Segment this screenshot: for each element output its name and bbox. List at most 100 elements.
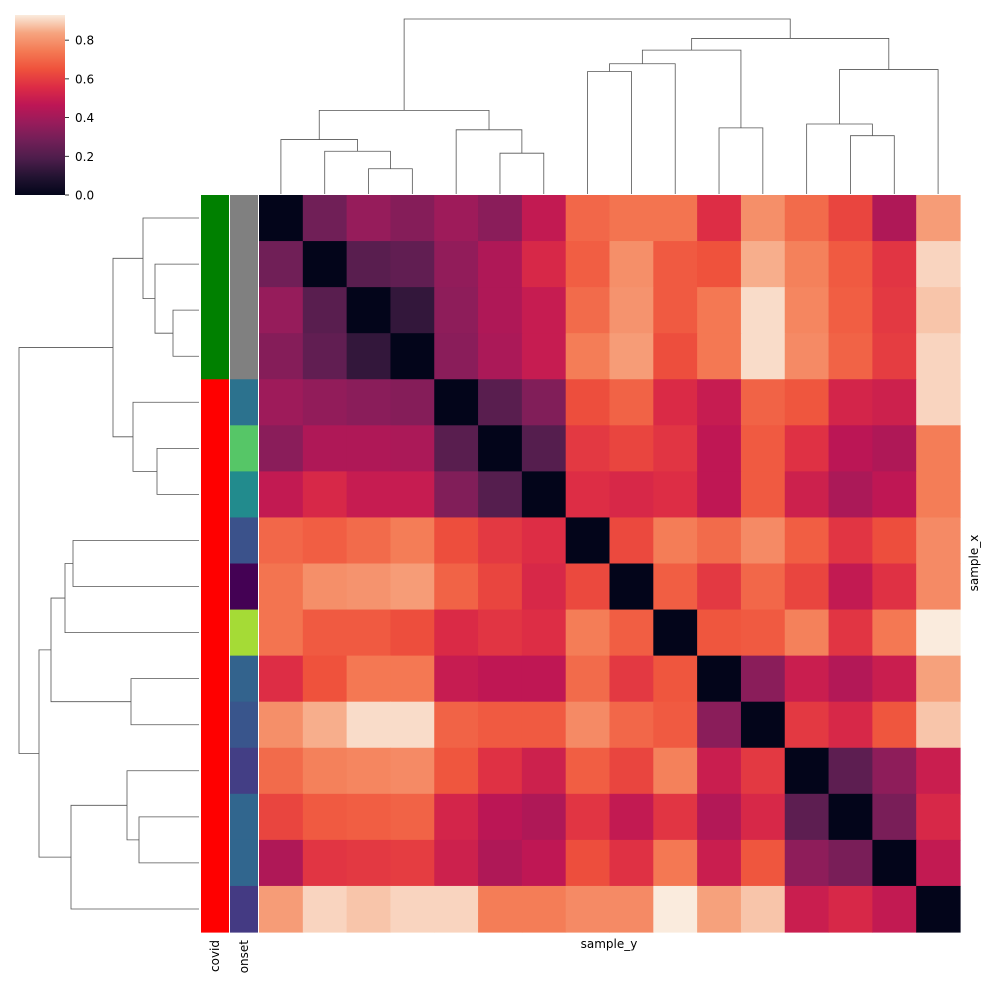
heatmap-cell-5-6 xyxy=(521,425,567,472)
heatmap-cell-5-10 xyxy=(697,425,742,472)
heatmap-cell-1-11 xyxy=(740,241,786,288)
column-dendrogram-link-14 xyxy=(691,38,890,70)
heatmap-cell-0-1 xyxy=(302,195,348,242)
heatmap-cell-3-3 xyxy=(390,333,435,380)
heatmap-grid xyxy=(259,195,961,933)
heatmap-cell-10-3 xyxy=(390,655,435,703)
heatmap-cell-14-6 xyxy=(521,839,567,887)
heatmap-cell-2-3 xyxy=(390,287,435,334)
heatmap-cell-15-2 xyxy=(346,885,392,933)
heatmap-cell-8-8 xyxy=(609,563,654,611)
heatmap-cell-6-13 xyxy=(828,471,873,519)
heatmap-cell-4-11 xyxy=(740,379,786,426)
heatmap-cell-2-2 xyxy=(346,287,392,334)
onset-color-cell-10 xyxy=(230,655,258,703)
row-dendrogram-link-9 xyxy=(130,678,199,726)
heatmap-cell-8-1 xyxy=(302,563,348,611)
column-dendrogram-link-6 xyxy=(318,109,490,140)
heatmap-cell-13-7 xyxy=(565,793,611,841)
heatmap-cell-3-0 xyxy=(259,333,304,380)
heatmap-cell-10-2 xyxy=(346,655,392,703)
row-dendrogram-link-6 xyxy=(112,257,143,438)
heatmap-cell-5-9 xyxy=(653,425,698,472)
colorbar-tick-label-1: 0.2 xyxy=(75,150,94,164)
heatmap-cell-3-11 xyxy=(740,333,786,380)
y-axis-label: sample_x xyxy=(967,535,981,592)
heatmap-cell-13-8 xyxy=(609,793,654,841)
heatmap-cell-1-3 xyxy=(390,241,435,288)
covid-label: covid xyxy=(208,940,222,972)
heatmap-cell-8-5 xyxy=(478,563,523,611)
heatmap-cell-4-9 xyxy=(653,379,698,426)
heatmap-cell-12-5 xyxy=(478,747,523,795)
heatmap-cell-8-0 xyxy=(259,563,304,611)
heatmap-cell-7-8 xyxy=(609,517,654,565)
heatmap-cell-14-10 xyxy=(697,839,742,887)
heatmap-cell-11-8 xyxy=(609,701,654,749)
heatmap-cell-7-0 xyxy=(259,517,304,565)
heatmap-cell-7-11 xyxy=(740,517,786,565)
heatmap-cell-7-15 xyxy=(916,517,961,565)
onset-color-cell-0 xyxy=(230,195,258,242)
heatmap-cell-8-3 xyxy=(390,563,435,611)
heatmap-cell-0-12 xyxy=(784,195,830,242)
heatmap-cell-15-4 xyxy=(434,885,479,933)
covid-color-cell-5 xyxy=(201,425,229,472)
heatmap-cell-7-5 xyxy=(478,517,523,565)
colorbar: 0.0 0.2 0.4 0.6 0.8 xyxy=(15,15,94,203)
heatmap-cell-15-6 xyxy=(521,885,567,933)
heatmap-cell-0-7 xyxy=(565,195,611,242)
heatmap-cell-7-13 xyxy=(828,517,873,565)
heatmap-cell-3-8 xyxy=(609,333,654,380)
heatmap-cell-13-12 xyxy=(784,793,830,841)
heatmap-cell-13-6 xyxy=(521,793,567,841)
heatmap-cell-9-5 xyxy=(478,609,523,657)
heatmap-cell-15-8 xyxy=(609,885,654,933)
onset-color-cell-5 xyxy=(230,425,258,472)
heatmap-cell-12-1 xyxy=(302,747,348,795)
heatmap-cell-6-10 xyxy=(697,471,742,519)
heatmap-cell-14-0 xyxy=(259,839,304,887)
heatmap-cell-14-11 xyxy=(740,839,786,887)
heatmap-cell-2-8 xyxy=(609,287,654,334)
heatmap-cell-15-10 xyxy=(697,885,742,933)
heatmap-cell-14-7 xyxy=(565,839,611,887)
heatmap-cell-1-2 xyxy=(346,241,392,288)
heatmap-cell-3-10 xyxy=(697,333,742,380)
onset-color-cell-1 xyxy=(230,241,258,288)
row-color-annotations xyxy=(201,195,258,933)
heatmap-cell-0-3 xyxy=(390,195,435,242)
heatmap-cell-9-15 xyxy=(916,609,961,657)
row-dendrogram-link-14 xyxy=(38,649,71,858)
heatmap-cell-1-15 xyxy=(916,241,961,288)
heatmap-cell-8-10 xyxy=(697,563,742,611)
heatmap-cell-2-6 xyxy=(521,287,567,334)
heatmap-cell-4-8 xyxy=(609,379,654,426)
onset-color-cell-8 xyxy=(230,563,258,611)
column-dendrogram-link-15 xyxy=(403,18,791,111)
column-dendrogram-link-7 xyxy=(850,135,895,194)
heatmap-cell-14-15 xyxy=(916,839,961,887)
onset-color-cell-12 xyxy=(230,747,258,795)
heatmap-cell-9-11 xyxy=(740,609,786,657)
heatmap-cell-14-8 xyxy=(609,839,654,887)
heatmap-cell-15-12 xyxy=(784,885,830,933)
heatmap-cell-2-15 xyxy=(916,287,961,334)
heatmap-cell-10-15 xyxy=(916,655,961,703)
heatmap-cell-11-5 xyxy=(478,701,523,749)
heatmap-cell-4-4 xyxy=(434,379,479,426)
heatmap-cell-6-3 xyxy=(390,471,435,519)
column-dendrogram-link-12 xyxy=(609,63,676,194)
column-dendrogram-link-2 xyxy=(324,150,391,194)
heatmap-cell-4-1 xyxy=(302,379,348,426)
heatmap-cell-1-9 xyxy=(653,241,698,288)
colorbar-ticks: 0.0 0.2 0.4 0.6 0.8 xyxy=(65,34,94,203)
row-dendrogram-link-13 xyxy=(50,597,131,703)
heatmap-cell-11-9 xyxy=(653,701,698,749)
heatmap-cell-10-14 xyxy=(872,655,917,703)
heatmap-cell-13-1 xyxy=(302,793,348,841)
heatmap-cell-5-13 xyxy=(828,425,873,472)
heatmap-cell-3-2 xyxy=(346,333,392,380)
covid-color-cell-8 xyxy=(201,563,229,611)
heatmap-cell-7-1 xyxy=(302,517,348,565)
